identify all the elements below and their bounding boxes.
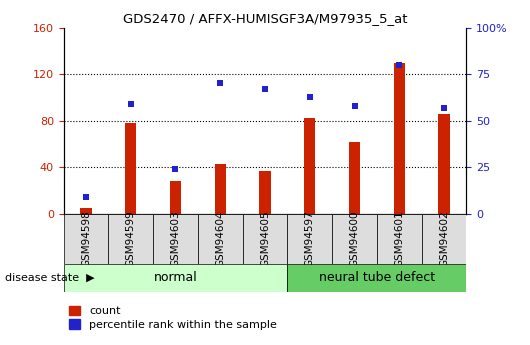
Bar [81, 208, 92, 214]
Point [395, 62, 403, 68]
Point [127, 101, 135, 107]
Bar [259, 171, 271, 214]
Text: GSM94603: GSM94603 [171, 210, 181, 267]
Text: GSM94605: GSM94605 [260, 210, 270, 267]
Bar [349, 142, 360, 214]
Bar [377, 214, 422, 264]
Bar [125, 123, 136, 214]
Bar [215, 164, 226, 214]
Bar [198, 214, 243, 264]
Legend: count, percentile rank within the sample: count, percentile rank within the sample [69, 306, 277, 330]
Bar [153, 214, 198, 264]
Title: GDS2470 / AFFX-HUMISGF3A/M97935_5_at: GDS2470 / AFFX-HUMISGF3A/M97935_5_at [123, 12, 407, 25]
Bar [287, 264, 466, 292]
Text: GSM94602: GSM94602 [439, 210, 449, 267]
Point [261, 86, 269, 92]
Bar [243, 214, 287, 264]
Point [305, 94, 314, 99]
Text: neural tube defect: neural tube defect [319, 271, 435, 284]
Text: GSM94600: GSM94600 [349, 211, 359, 267]
Text: GSM94598: GSM94598 [81, 210, 91, 267]
Text: GSM94601: GSM94601 [394, 210, 404, 267]
Point [82, 194, 90, 200]
Point [216, 81, 225, 86]
Bar [394, 62, 405, 214]
Bar [438, 114, 449, 214]
Bar [287, 214, 332, 264]
Text: GSM94599: GSM94599 [126, 210, 136, 267]
Bar [170, 181, 181, 214]
Text: GSM94597: GSM94597 [305, 210, 315, 267]
Bar [422, 214, 466, 264]
Point [171, 166, 180, 172]
Bar [64, 264, 287, 292]
Bar [64, 214, 108, 264]
Bar [332, 214, 377, 264]
Text: normal: normal [154, 271, 197, 284]
Bar [108, 214, 153, 264]
Text: disease state  ▶: disease state ▶ [5, 273, 95, 283]
Text: GSM94604: GSM94604 [215, 210, 225, 267]
Bar [304, 118, 315, 214]
Point [440, 105, 448, 110]
Point [350, 103, 359, 109]
